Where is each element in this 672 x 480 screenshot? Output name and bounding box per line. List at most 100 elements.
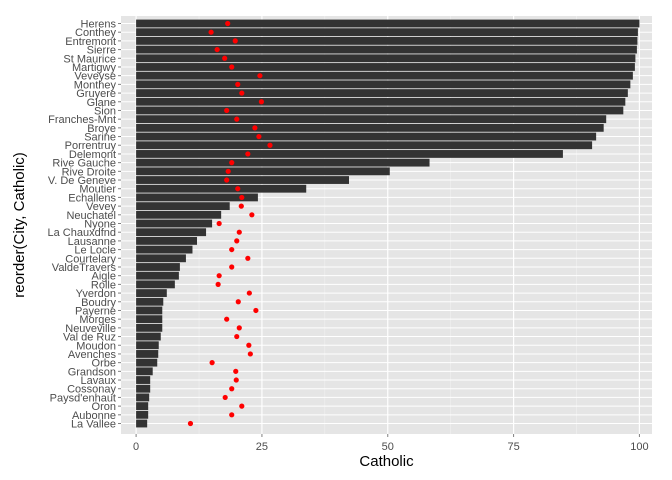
point — [229, 386, 235, 392]
y-tick-label: Oron — [92, 401, 116, 413]
y-tick-label: Glane — [87, 97, 116, 109]
point — [239, 403, 245, 409]
y-tick-label: Nyone — [84, 219, 116, 231]
y-tick-label: Val de Ruz — [63, 332, 116, 344]
bars — [136, 19, 640, 428]
point — [235, 186, 241, 192]
point — [235, 81, 241, 87]
y-tick-label: Orbe — [92, 358, 116, 370]
point — [234, 116, 240, 122]
y-tick-label: Porrentruy — [65, 140, 117, 152]
bar — [136, 176, 350, 184]
point — [229, 412, 235, 418]
point — [239, 194, 245, 201]
bar — [136, 245, 193, 254]
y-tick-label: Courtelary — [65, 253, 116, 265]
point — [232, 38, 238, 44]
bar — [136, 367, 153, 376]
point — [238, 203, 244, 209]
bar — [136, 297, 164, 306]
point — [224, 107, 230, 114]
y-tick-label: Payerne — [75, 305, 116, 317]
bar — [136, 54, 636, 63]
y-tick-label: Neuchatel — [66, 210, 116, 222]
bar — [136, 315, 163, 324]
point — [187, 420, 194, 427]
point — [246, 342, 252, 348]
y-tick-label: Cossonay — [67, 384, 116, 396]
points — [187, 20, 273, 427]
point — [233, 368, 239, 374]
y-tick-label: Boudry — [81, 297, 116, 309]
bar — [136, 228, 207, 237]
point — [222, 55, 228, 61]
y-tick-label: Neuveville — [65, 323, 116, 335]
point — [216, 273, 222, 279]
y-tick-label: Rive Gauche — [52, 158, 116, 170]
bar — [136, 419, 148, 428]
point — [229, 246, 235, 253]
bar — [136, 202, 230, 211]
y-tick-label: Franches-Mnt — [48, 114, 116, 126]
bar — [136, 306, 163, 315]
y-tick-label: Sierre — [87, 45, 116, 57]
bar — [136, 106, 624, 115]
point — [209, 360, 215, 366]
point — [239, 90, 245, 96]
bar — [136, 410, 149, 419]
x-tick-label: 75 — [507, 441, 519, 453]
y-tick-label: Echallens — [68, 192, 116, 204]
bar — [136, 158, 430, 167]
y-tick-label: St Maurice — [63, 53, 116, 65]
point — [249, 212, 255, 218]
y-tick-label: Lavaux — [81, 375, 117, 387]
y-tick-label: Herens — [81, 19, 117, 31]
point — [233, 377, 239, 383]
bar — [136, 28, 638, 37]
point — [229, 160, 235, 166]
y-tick-label: ValdeTravers — [52, 262, 117, 274]
point — [225, 20, 231, 27]
bar — [136, 36, 638, 45]
bar — [136, 132, 597, 141]
y-tick-label: Gruyere — [76, 88, 116, 100]
y-tick-label: Moutier — [79, 184, 116, 196]
y-tick-label: La Vallee — [71, 419, 116, 431]
point — [229, 64, 235, 70]
point — [224, 316, 230, 322]
y-tick-label: Aigle — [92, 271, 116, 283]
bar — [136, 184, 307, 193]
bar — [136, 219, 213, 228]
point — [214, 46, 220, 53]
point — [257, 73, 263, 79]
y-tick-label: Vevey — [86, 201, 116, 213]
bar — [136, 263, 180, 271]
y-tick-label: Conthey — [75, 27, 116, 39]
x-tick-label: 25 — [256, 441, 268, 453]
bar — [136, 97, 626, 106]
point — [267, 142, 273, 148]
y-tick-label: Aubonne — [72, 410, 116, 422]
point — [253, 307, 259, 314]
bar — [136, 123, 604, 132]
bar — [136, 358, 158, 367]
y-tick-label: Lausanne — [68, 236, 116, 248]
bar — [136, 167, 390, 176]
point — [256, 133, 262, 140]
point — [208, 29, 214, 35]
point — [236, 325, 242, 331]
bar — [136, 141, 593, 150]
x-axis-ticks: 0 25 50 75 100 — [133, 434, 649, 453]
bar — [136, 63, 635, 71]
bar — [136, 210, 222, 219]
point — [245, 151, 251, 157]
point — [224, 177, 230, 183]
point — [245, 255, 251, 261]
y-tick-label: Monthey — [74, 79, 117, 91]
bar — [136, 150, 563, 158]
y-tick-label: V. De Geneve — [48, 175, 116, 187]
y-tick-label: Veveyse — [74, 71, 116, 83]
point — [247, 351, 253, 357]
bar — [136, 115, 607, 124]
